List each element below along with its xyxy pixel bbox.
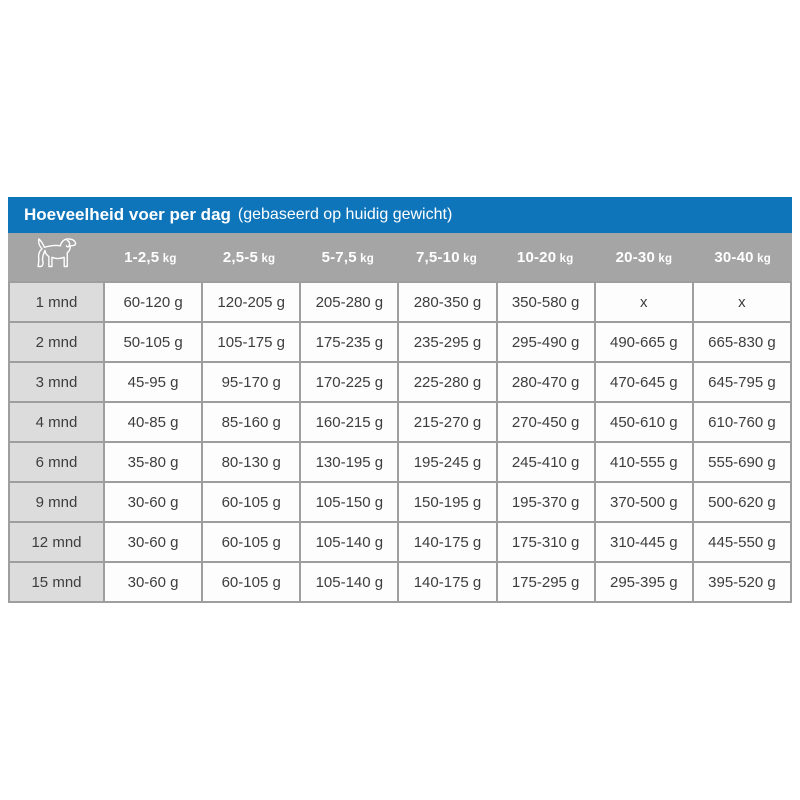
amount-cell: 280-470 g bbox=[497, 363, 594, 401]
table-subtitle: (gebaseerd op huidig gewicht) bbox=[237, 206, 453, 223]
weight-unit: kg bbox=[258, 252, 276, 265]
amount-cell: 130-195 g bbox=[301, 443, 398, 481]
dog-header-cell bbox=[8, 235, 101, 280]
feeding-grid: 1 mnd 60-120 g 120-205 g 205-280 g 280-350 g… bbox=[8, 281, 792, 603]
amount-cell: 205-280 g bbox=[301, 283, 398, 321]
amount-cell: 35-80 g bbox=[105, 443, 202, 481]
amount-cell: 645-795 g bbox=[693, 363, 790, 401]
table-title-bar: Hoeveelheid voer per dag (gebaseerd op h… bbox=[8, 197, 792, 233]
weight-unit: kg bbox=[753, 252, 771, 265]
amount-cell: 105-140 g bbox=[301, 563, 398, 601]
amount-cell: 45-95 g bbox=[105, 363, 202, 401]
weight-header-5: 20-30 kg bbox=[595, 249, 694, 266]
amount-cell: 160-215 g bbox=[301, 403, 398, 441]
amount-cell: 395-520 g bbox=[693, 563, 790, 601]
amount-cell: 140-175 g bbox=[399, 563, 496, 601]
amount-cell: 270-450 g bbox=[497, 403, 594, 441]
amount-cell: 410-555 g bbox=[595, 443, 692, 481]
amount-cell: 195-245 g bbox=[399, 443, 496, 481]
amount-cell: 350-580 g bbox=[497, 283, 594, 321]
weight-range: 7,5-10 bbox=[416, 248, 460, 266]
table-title: Hoeveelheid voer per dag bbox=[24, 205, 231, 224]
amount-cell: 195-370 g bbox=[497, 483, 594, 521]
weight-unit: kg bbox=[459, 252, 477, 265]
amount-cell: 445-550 g bbox=[693, 523, 790, 561]
amount-cell: 60-120 g bbox=[105, 283, 202, 321]
amount-cell: 280-350 g bbox=[399, 283, 496, 321]
amount-cell: 610-760 g bbox=[693, 403, 790, 441]
amount-cell: 105-140 g bbox=[301, 523, 398, 561]
amount-cell: 310-445 g bbox=[595, 523, 692, 561]
weight-header-6: 30-40 kg bbox=[693, 249, 792, 266]
amount-cell: 500-620 g bbox=[693, 483, 790, 521]
amount-cell: 175-310 g bbox=[497, 523, 594, 561]
amount-cell: 215-270 g bbox=[399, 403, 496, 441]
amount-cell: 120-205 g bbox=[203, 283, 300, 321]
amount-cell: 245-410 g bbox=[497, 443, 594, 481]
amount-cell: 95-170 g bbox=[203, 363, 300, 401]
weight-unit: kg bbox=[556, 252, 574, 265]
weight-header-0: 1-2,5 kg bbox=[101, 249, 200, 266]
amount-cell: 490-665 g bbox=[595, 323, 692, 361]
amount-cell: 235-295 g bbox=[399, 323, 496, 361]
weight-range: 20-30 bbox=[615, 248, 655, 266]
amount-cell: 105-150 g bbox=[301, 483, 398, 521]
weight-header-2: 5-7,5 kg bbox=[298, 249, 397, 266]
weight-range: 5-7,5 bbox=[321, 248, 357, 266]
amount-cell: 665-830 g bbox=[693, 323, 790, 361]
weight-range: 2,5-5 bbox=[222, 248, 259, 266]
age-label: 1 mnd bbox=[10, 283, 103, 321]
amount-cell: 30-60 g bbox=[105, 483, 202, 521]
amount-cell: 175-295 g bbox=[497, 563, 594, 601]
amount-cell: 450-610 g bbox=[595, 403, 692, 441]
weight-header-4: 10-20 kg bbox=[496, 249, 595, 266]
amount-cell: 60-105 g bbox=[203, 523, 300, 561]
age-label: 2 mnd bbox=[10, 323, 103, 361]
amount-cell: 470-645 g bbox=[595, 363, 692, 401]
weight-range: 10-20 bbox=[516, 248, 557, 266]
weight-header-3: 7,5-10 kg bbox=[397, 249, 496, 266]
amount-cell: 30-60 g bbox=[105, 523, 202, 561]
amount-cell: 175-235 g bbox=[301, 323, 398, 361]
weight-header-row: 1-2,5 kg 2,5-5 kg 5-7,5 kg 7,5-10 kg 10-20 k… bbox=[8, 233, 792, 281]
amount-cell: 105-175 g bbox=[203, 323, 300, 361]
age-label: 3 mnd bbox=[10, 363, 103, 401]
age-label: 15 mnd bbox=[10, 563, 103, 601]
age-label: 4 mnd bbox=[10, 403, 103, 441]
age-label: 12 mnd bbox=[10, 523, 103, 561]
weight-range: 30-40 bbox=[714, 248, 754, 266]
amount-cell: 80-130 g bbox=[203, 443, 300, 481]
age-label: 6 mnd bbox=[10, 443, 103, 481]
weight-header-1: 2,5-5 kg bbox=[200, 249, 299, 266]
amount-cell: 60-105 g bbox=[203, 483, 300, 521]
age-label: 9 mnd bbox=[10, 483, 103, 521]
amount-cell: x bbox=[693, 283, 790, 321]
weight-unit: kg bbox=[159, 252, 177, 265]
amount-cell: 555-690 g bbox=[693, 443, 790, 481]
amount-cell: 150-195 g bbox=[399, 483, 496, 521]
amount-cell: 30-60 g bbox=[105, 563, 202, 601]
amount-cell: 295-490 g bbox=[497, 323, 594, 361]
weight-unit: kg bbox=[655, 252, 673, 265]
amount-cell: 50-105 g bbox=[105, 323, 202, 361]
dog-icon bbox=[32, 235, 78, 280]
amount-cell: 85-160 g bbox=[203, 403, 300, 441]
amount-cell: 60-105 g bbox=[203, 563, 300, 601]
amount-cell: 140-175 g bbox=[399, 523, 496, 561]
amount-cell: 170-225 g bbox=[301, 363, 398, 401]
amount-cell: 370-500 g bbox=[595, 483, 692, 521]
amount-cell: x bbox=[595, 283, 692, 321]
amount-cell: 295-395 g bbox=[595, 563, 692, 601]
amount-cell: 40-85 g bbox=[105, 403, 202, 441]
feeding-amount-table: Hoeveelheid voer per dag (gebaseerd op h… bbox=[8, 197, 792, 603]
amount-cell: 225-280 g bbox=[399, 363, 496, 401]
weight-range: 1-2,5 bbox=[124, 248, 160, 266]
weight-unit: kg bbox=[356, 252, 374, 265]
